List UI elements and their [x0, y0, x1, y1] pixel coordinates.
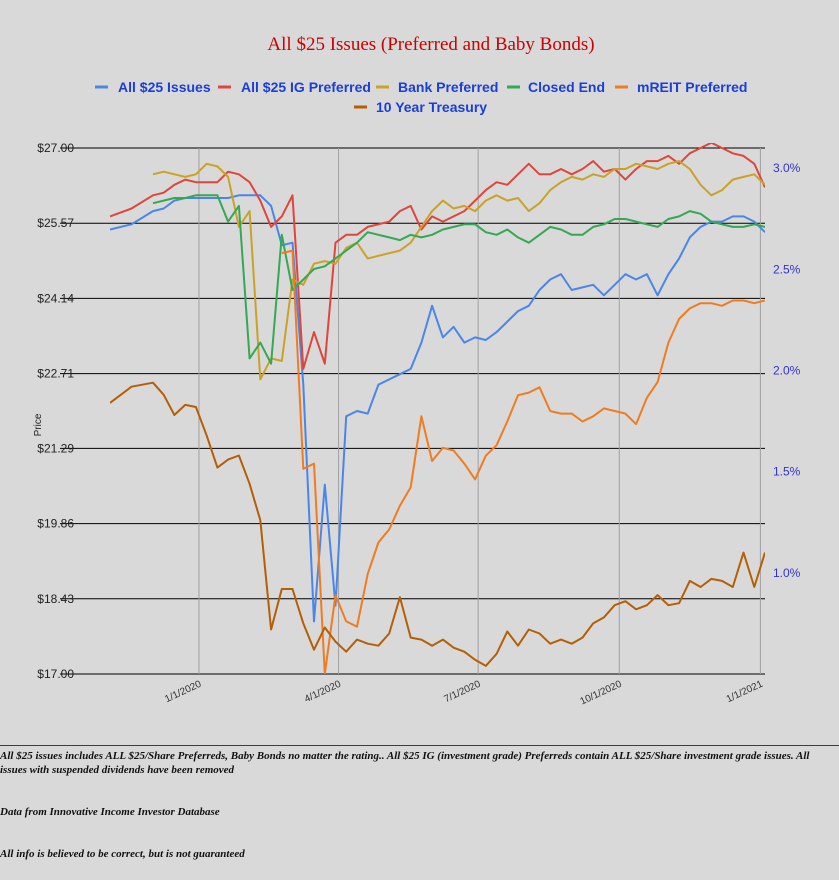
y2-tick-label: 1.5%	[773, 465, 801, 479]
legend-label: Closed End	[528, 79, 605, 95]
y-axis-left: $27.00 $25.57 $24.14 $22.71 $21.29 $19.86 $18.…	[37, 141, 74, 681]
y-axis-right: 3.0% 2.5% 2.0% 1.5% 1.0%	[773, 161, 801, 580]
x-tick-label: 1/1/2021	[725, 679, 765, 706]
chart: All $25 Issues (Preferred and Baby Bonds…	[33, 34, 801, 708]
plot-area	[110, 143, 765, 674]
y2-tick-label: 2.5%	[773, 262, 801, 276]
series-line-3	[152, 194, 765, 365]
note-source: Data from Innovative Income Investor Dat…	[0, 806, 220, 818]
x-axis: 1/1/2020 4/1/2020 7/1/2020 10/1/2020 1/1/202…	[163, 679, 765, 708]
y-tick-label: $27.00	[37, 141, 74, 155]
legend-label: mREIT Preferred	[637, 79, 747, 95]
y-tick-label: $24.14	[37, 291, 74, 305]
x-tick-label: 1/1/2020	[163, 679, 203, 706]
x-tick-label: 10/1/2020	[579, 679, 624, 708]
y2-tick-label: 2.0%	[773, 364, 801, 378]
series-line-0	[110, 194, 765, 623]
x-tick-label: 7/1/2020	[442, 679, 482, 706]
series-line-1	[110, 143, 765, 370]
y-tick-label: $21.29	[37, 441, 74, 455]
y-tick-label: $22.71	[37, 367, 74, 381]
notes: All $25 issues includes ALL $25/Share Pr…	[0, 745, 839, 880]
y-tick-label: $17.00	[37, 667, 74, 681]
note-disclaimer: All info is believed to be correct, but …	[0, 848, 245, 860]
y-axis-label: Price	[33, 413, 44, 436]
y2-tick-label: 3.0%	[773, 161, 801, 175]
legend-label: All $25 IG Preferred	[241, 79, 371, 95]
y-tick-label: $19.86	[37, 517, 74, 531]
x-tick-label: 4/1/2020	[303, 679, 343, 706]
y-tick-label: $18.43	[37, 592, 74, 606]
chart-title: All $25 Issues (Preferred and Baby Bonds…	[267, 34, 594, 55]
legend-label: All $25 Issues	[118, 79, 211, 95]
legend-label: 10 Year Treasury	[376, 99, 487, 115]
y-tick-label: $25.57	[37, 216, 74, 230]
legend-label: Bank Preferred	[398, 79, 498, 95]
series-line-5	[110, 381, 765, 667]
legend: All $25 Issues All $25 IG Preferred Bank P…	[95, 79, 747, 115]
series-line-4	[281, 249, 765, 674]
y2-tick-label: 1.0%	[773, 566, 801, 580]
series-line-2	[152, 160, 765, 381]
note-scope: All $25 issues includes ALL $25/Share Pr…	[0, 750, 810, 776]
grid	[60, 147, 765, 675]
